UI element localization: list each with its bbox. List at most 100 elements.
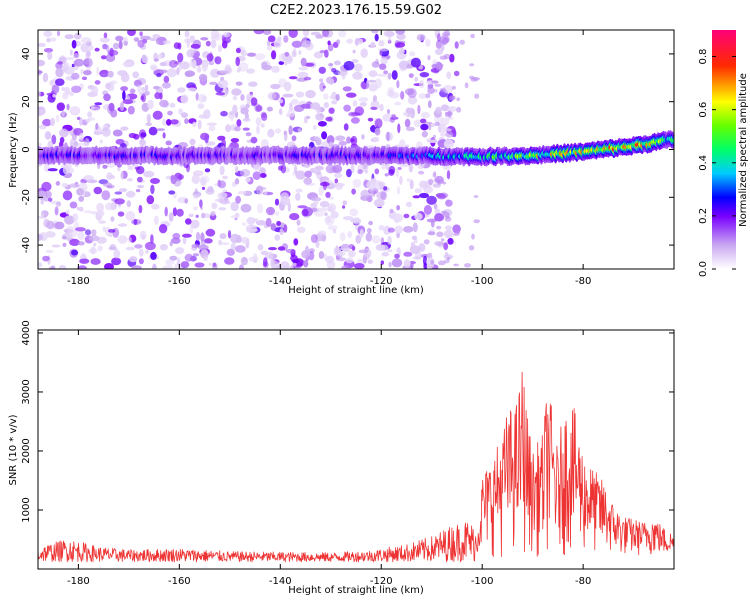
heatmap-noise-blob (230, 138, 240, 143)
heatmap-noise-blob (179, 61, 190, 70)
heatmap-noise-blob (117, 211, 125, 217)
heatmap-noise-blob (157, 53, 163, 59)
heatmap-noise-blob (275, 211, 279, 216)
heatmap-noise-blob (341, 265, 350, 269)
heatmap-noise-blob (218, 207, 227, 211)
heatmap-noise-blob (277, 36, 282, 42)
heatmap-noise-blob (140, 35, 152, 41)
heatmap-noise-blob (413, 119, 422, 128)
heatmap-noise-blob (99, 139, 104, 144)
heatmap-noise-blob (191, 174, 200, 185)
heatmap-noise-blob (55, 78, 65, 86)
heatmap-noise-blob (267, 35, 276, 43)
heatmap-noise-blob (210, 39, 217, 49)
heatmap-noise-blob (339, 232, 346, 242)
heatmap-noise-blob (150, 178, 160, 184)
heatmap-noise-blob (150, 65, 158, 71)
heatmap-noise-blob (68, 183, 80, 188)
heatmap-noise-blob (459, 39, 466, 45)
x-tick-label: -180 (67, 276, 90, 287)
heatmap-noise-blob (108, 229, 116, 233)
heatmap-noise-blob (342, 216, 354, 221)
heatmap-noise-blob (91, 85, 99, 96)
heatmap-noise-blob (61, 110, 65, 117)
heatmap-noise-blob (419, 181, 429, 190)
heatmap-noise-blob (470, 33, 475, 39)
y-tick-label: -20 (21, 189, 32, 205)
heatmap-x-label: Height of straight line (km) (288, 285, 424, 296)
heatmap-noise-blob (177, 87, 186, 93)
heatmap-noise-blob (129, 256, 138, 263)
heatmap-noise-blob (109, 80, 118, 85)
heatmap-noise-blob (186, 38, 190, 49)
heatmap-noise-blob (203, 254, 208, 262)
heatmap-noise-blob (108, 184, 115, 189)
heatmap-noise-blob (162, 265, 174, 269)
heatmap-noise-blob (433, 203, 438, 210)
heatmap-noise-blob (107, 174, 116, 180)
heatmap-noise-blob (349, 208, 359, 217)
heatmap-noise-blob (365, 232, 372, 242)
heatmap-noise-blob (168, 190, 176, 195)
heatmap-noise-blob (274, 234, 281, 241)
heatmap-noise-blob (143, 170, 155, 178)
heatmap-noise-blob (118, 40, 123, 50)
heatmap-noise-blob (305, 90, 316, 99)
heatmap-noise-blob (283, 81, 292, 92)
heatmap-noise-blob (150, 234, 154, 244)
heatmap-noise-blob (196, 65, 202, 73)
heatmap-noise-blob (270, 83, 281, 90)
heatmap-noise-blob (310, 197, 322, 202)
heatmap-noise-blob (295, 91, 305, 98)
heatmap-noise-blob (235, 245, 246, 253)
heatmap-noise-blob (265, 206, 276, 216)
heatmap-noise-blob (178, 108, 184, 115)
heatmap-noise-blob (214, 56, 222, 65)
heatmap-noise-blob (338, 140, 347, 146)
heatmap-noise-blob (287, 108, 296, 118)
heatmap-noise-blob (297, 128, 302, 133)
heatmap-noise-blob (58, 264, 67, 269)
heatmap-noise-blob (230, 201, 239, 212)
heatmap-noise-blob (144, 90, 151, 96)
heatmap-noise-blob (201, 212, 206, 219)
heatmap-noise-blob (298, 50, 302, 55)
heatmap-noise-blob (162, 82, 171, 89)
heatmap-noise-blob (98, 220, 107, 224)
heatmap-noise-blob (197, 103, 205, 109)
heatmap-noise-blob (274, 198, 280, 206)
heatmap-noise-blob (373, 198, 385, 208)
heatmap-noise-blob (426, 195, 437, 205)
heatmap-noise-blob (189, 225, 193, 234)
heatmap-noise-blob (245, 177, 251, 183)
heatmap-noise-blob (219, 233, 227, 240)
heatmap-noise-blob (313, 124, 317, 130)
heatmap-noise-blob (194, 262, 205, 268)
heatmap-noise-blob (184, 198, 188, 204)
heatmap-noise-blob (134, 244, 143, 249)
y-tick-label: 40 (21, 48, 32, 61)
heatmap-noise-blob (127, 236, 132, 244)
heatmap-noise-blob (184, 30, 190, 38)
heatmap-noise-blob (300, 103, 312, 109)
heatmap-noise-blob (138, 258, 144, 265)
heatmap-noise-blob (291, 40, 303, 48)
heatmap-noise-blob (71, 85, 82, 94)
heatmap-noise-blob (446, 71, 452, 80)
heatmap-noise-blob (314, 170, 322, 175)
heatmap-noise-blob (378, 224, 385, 231)
heatmap-noise-blob (131, 265, 142, 269)
heatmap-noise-blob (301, 209, 309, 217)
heatmap-noise-blob (245, 132, 252, 137)
heatmap-noise-blob (126, 190, 136, 198)
heatmap-noise-blob (45, 250, 54, 253)
heatmap-noise-blob (421, 130, 428, 138)
heatmap-noise-blob (327, 203, 337, 213)
heatmap-noise-blob (359, 229, 364, 239)
heatmap-noise-blob (291, 135, 297, 142)
heatmap-noise-blob (323, 93, 329, 100)
heatmap-noise-blob (62, 242, 67, 247)
heatmap-noise-blob (367, 117, 374, 122)
heatmap-noise-blob (372, 95, 377, 102)
heatmap-noise-blob (192, 59, 197, 69)
